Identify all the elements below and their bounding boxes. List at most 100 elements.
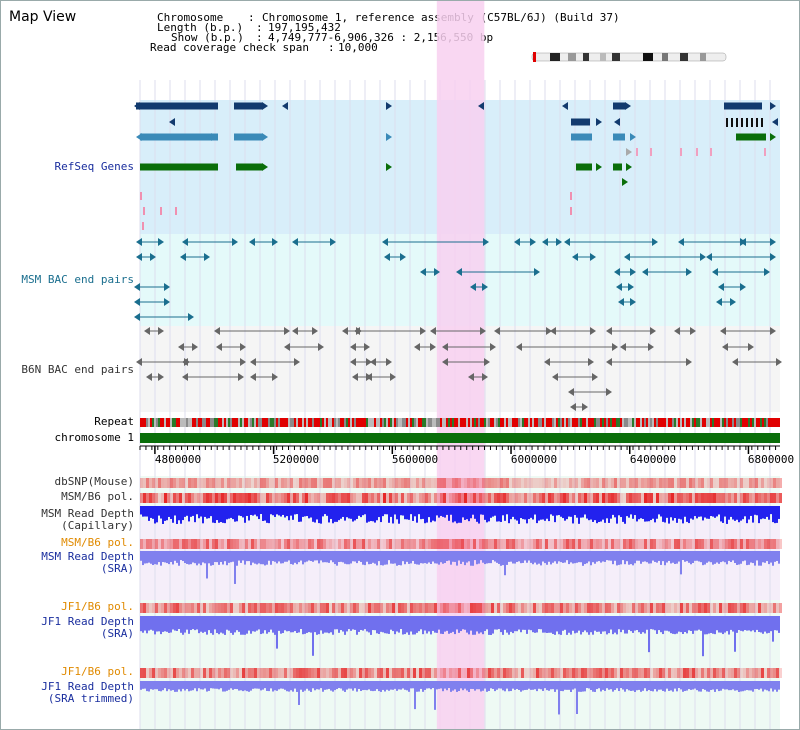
depth-bar bbox=[540, 616, 542, 630]
strand-arrow bbox=[550, 327, 556, 335]
heat-cell bbox=[575, 539, 578, 549]
heat-cell bbox=[506, 539, 509, 549]
depth-bar bbox=[170, 616, 172, 633]
heat-cell bbox=[617, 493, 620, 503]
repeat-element bbox=[278, 418, 280, 427]
heat-cell bbox=[512, 539, 515, 549]
strand-arrow bbox=[366, 358, 372, 366]
heat-cell bbox=[737, 539, 740, 549]
depth-bar bbox=[404, 506, 406, 520]
depth-bar bbox=[640, 551, 642, 564]
heat-cell bbox=[389, 539, 392, 549]
depth-bar bbox=[302, 616, 304, 635]
track-label-msm-bac[interactable]: MSM BAC end pairs bbox=[21, 273, 134, 286]
repeat-element bbox=[704, 418, 706, 427]
repeat-element bbox=[234, 418, 236, 427]
depth-bar bbox=[184, 681, 186, 691]
heat-cell bbox=[431, 603, 434, 613]
depth-bar bbox=[682, 681, 684, 692]
heat-cell bbox=[158, 668, 161, 678]
gene-exon bbox=[731, 118, 733, 127]
depth-bar bbox=[500, 681, 502, 689]
depth-bar bbox=[156, 551, 158, 565]
strand-arrow bbox=[146, 373, 152, 381]
heat-cell bbox=[719, 478, 722, 488]
depth-bar bbox=[604, 506, 606, 523]
depth-bar bbox=[174, 681, 176, 692]
depth-bar bbox=[396, 506, 398, 520]
depth-bar bbox=[348, 551, 350, 565]
repeat-element bbox=[294, 418, 296, 427]
depth-bar bbox=[592, 551, 594, 563]
depth-bar bbox=[566, 681, 568, 690]
heat-cell bbox=[407, 493, 410, 503]
depth-bar bbox=[684, 506, 686, 517]
depth-bar bbox=[470, 551, 472, 566]
strand-arrow bbox=[188, 313, 194, 321]
heat-cell bbox=[590, 603, 593, 613]
heat-cell bbox=[386, 493, 389, 503]
depth-bar bbox=[338, 616, 340, 633]
heat-cell bbox=[611, 478, 614, 488]
depth-bar bbox=[524, 506, 526, 520]
heat-cell bbox=[500, 539, 503, 549]
depth-bar bbox=[588, 681, 590, 689]
depth-bar bbox=[706, 551, 708, 563]
heat-cell bbox=[656, 493, 659, 503]
depth-bar bbox=[506, 616, 508, 633]
track-label-refseq[interactable]: RefSeq Genes bbox=[54, 160, 134, 173]
depth-bar bbox=[620, 551, 622, 565]
depth-bar bbox=[702, 506, 704, 521]
heat-cell bbox=[683, 668, 686, 678]
chromosome-ideogram[interactable] bbox=[531, 52, 727, 62]
repeat-element bbox=[326, 418, 328, 427]
ideogram-band bbox=[583, 53, 589, 61]
depth-bar bbox=[292, 616, 294, 633]
track-label-b6n-bac[interactable]: B6N BAC end pairs bbox=[21, 363, 134, 376]
strand-arrow bbox=[648, 343, 654, 351]
depth-bar bbox=[372, 506, 374, 522]
heat-cell bbox=[380, 493, 383, 503]
depth-bar bbox=[484, 616, 486, 631]
strand-arrow bbox=[134, 283, 140, 291]
repeat-element bbox=[506, 418, 508, 427]
depth-bar bbox=[262, 616, 264, 634]
heat-cell bbox=[395, 478, 398, 488]
depth-bar bbox=[608, 681, 610, 690]
repeat-element bbox=[558, 418, 560, 427]
strand-arrow bbox=[420, 327, 426, 335]
depth-bar bbox=[542, 551, 544, 562]
depth-bar bbox=[428, 616, 430, 632]
depth-bar bbox=[752, 506, 754, 523]
depth-bar bbox=[698, 681, 700, 692]
depth-bar bbox=[310, 551, 312, 562]
depth-bar bbox=[492, 551, 494, 561]
depth-bar bbox=[148, 616, 150, 631]
depth-bar bbox=[610, 506, 612, 519]
depth-bar bbox=[536, 506, 538, 524]
heat-cell bbox=[188, 478, 191, 488]
depth-bar bbox=[394, 616, 396, 635]
depth-bar bbox=[402, 616, 404, 635]
heat-cell bbox=[407, 539, 410, 549]
depth-bar bbox=[368, 616, 370, 633]
heat-cell bbox=[539, 603, 542, 613]
repeat-element bbox=[264, 418, 266, 427]
heat-cell bbox=[290, 493, 293, 503]
depth-bar bbox=[694, 551, 696, 561]
heat-cell bbox=[497, 668, 500, 678]
depth-bar bbox=[638, 551, 640, 561]
heat-cell bbox=[365, 539, 368, 549]
heat-cell bbox=[440, 493, 443, 503]
heat-cell bbox=[626, 603, 629, 613]
heat-cell bbox=[710, 668, 713, 678]
depth-bar bbox=[392, 551, 394, 564]
depth-bar bbox=[702, 551, 704, 566]
heat-cell bbox=[485, 603, 488, 613]
depth-bar bbox=[354, 616, 356, 630]
track-features[interactable] bbox=[134, 102, 782, 454]
depth-bar bbox=[326, 681, 328, 690]
heat-cell bbox=[344, 539, 347, 549]
strand-arrow bbox=[748, 343, 754, 351]
